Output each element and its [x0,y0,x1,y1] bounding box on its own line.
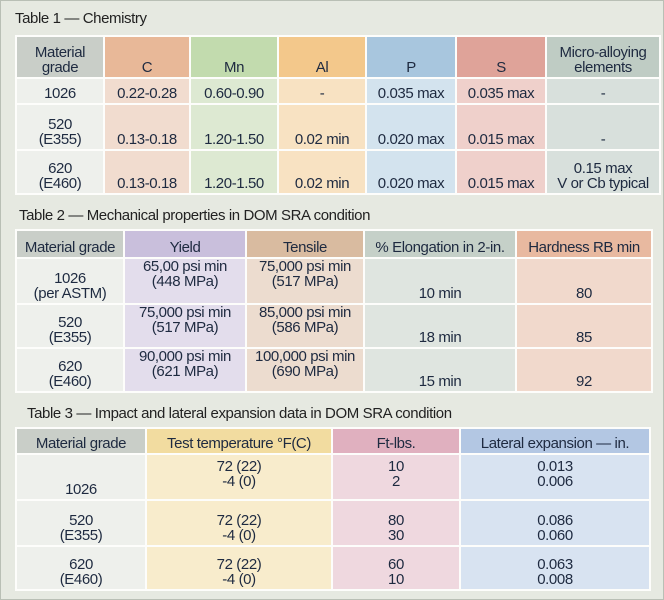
cell: 0.015 max [457,151,545,193]
table: Material grade Yield Tensile% Elongation i… [15,229,653,393]
header-cell: Micro-alloying elements [547,37,659,77]
cell: - [547,105,659,149]
header-cell: P [367,37,455,77]
table-body: 1026 72 (22) -4 (0) 10 2 0.013 0.006 520 (E3… [17,455,649,589]
cell: 0.15 max V or Cb typical [547,151,659,193]
table-head: Material grade Test temperature °F(C) Ft-l… [17,429,649,453]
header-cell: Yield [125,231,245,257]
cell: 80 [517,259,651,303]
table-body: 1026 0.22-0.28 0.60-0.90-0.035 max 0.035 ma… [17,79,659,193]
header-cell: Ft-lbs. [333,429,459,453]
cell: 0.13-0.18 [105,105,189,149]
cell: 90,000 psi min (621 MPa) [125,349,245,391]
cell: 1.20-1.50 [191,151,277,193]
table-head: Material grade Yield Tensile% Elongation i… [17,231,651,257]
header-cell: % Elongation in 2-in. [365,231,515,257]
cell: 92 [517,349,651,391]
table-row: 1026 (per ASTM) 65,00 psi min (448 MPa) 75… [17,259,651,303]
header-cell: Hardness RB min [517,231,651,257]
table-head: Material grade C Mn Al P S Micro-alloying elem… [17,37,659,77]
cell: 0.035 max [367,79,455,103]
table-title: Table 2 — Mechanical properties in DOM S… [19,207,371,224]
cell: 520 (E355) [17,305,123,347]
table-row: 620 (E460) 72 (22) -4 (0) 60 10 0.063 0.008 [17,547,649,589]
cell: 100,000 psi min (690 MPa) [247,349,363,391]
header-cell: Material grade [17,429,145,453]
table-title: Table 3 — Impact and lateral expansion d… [27,405,452,422]
cell: 72 (22) -4 (0) [147,547,331,589]
cell: 75,000 psi min (517 MPa) [125,305,245,347]
header-cell: Lateral expansion — in. [461,429,649,453]
table-row: 620 (E460) 90,000 psi min (621 MPa) 100,00… [17,349,651,391]
table-row: Material grade Test temperature °F(C) Ft-l… [17,429,649,453]
cell: 1026 (per ASTM) [17,259,123,303]
header-cell: Material grade [17,37,103,77]
cell: 1.20-1.50 [191,105,277,149]
table-body: 1026 (per ASTM) 65,00 psi min (448 MPa) 75… [17,259,651,391]
cell: 0.020 max [367,151,455,193]
table-title: Table 1 — Chemistry [15,10,147,27]
cell: 0.086 0.060 [461,501,649,545]
cell: 10 min [365,259,515,303]
cell: 80 30 [333,501,459,545]
table-row: Material grade Yield Tensile% Elongation i… [17,231,651,257]
header-cell: Tensile [247,231,363,257]
cell: 18 min [365,305,515,347]
cell: 15 min [365,349,515,391]
table-row: 520 (E355) 72 (22) -4 (0) 80 30 0.086 0.060 [17,501,649,545]
cell: 620 (E460) [17,151,103,193]
cell: 65,00 psi min (448 MPa) [125,259,245,303]
header-cell: Al [279,37,365,77]
cell: 85,000 psi min (586 MPa) [247,305,363,347]
cell: 72 (22) -4 (0) [147,455,331,499]
cell: 60 10 [333,547,459,589]
cell: 620 (E460) [17,349,123,391]
cell: 1026 [17,455,145,499]
header-cell: Material grade [17,231,123,257]
table: Material grade Test temperature °F(C) Ft-l… [15,427,651,591]
cell: 1026 [17,79,103,103]
cell: 0.02 min [279,105,365,149]
table-row: Material grade C Mn Al P S Micro-alloying elem… [17,37,659,77]
cell: - [279,79,365,103]
cell: 0.020 max [367,105,455,149]
cell: 72 (22) -4 (0) [147,501,331,545]
cell: 0.13-0.18 [105,151,189,193]
cell: 0.063 0.008 [461,547,649,589]
cell: 520 (E355) [17,501,145,545]
header-cell: S [457,37,545,77]
table-row: 1026 72 (22) -4 (0) 10 2 0.013 0.006 [17,455,649,499]
cell: 520 (E355) [17,105,103,149]
cell: 0.02 min [279,151,365,193]
header-cell: Test temperature °F(C) [147,429,331,453]
header-cell: Mn [191,37,277,77]
cell: - [547,79,659,103]
cell: 620 (E460) [17,547,145,589]
cell: 0.60-0.90 [191,79,277,103]
table: Material grade C Mn Al P S Micro-alloying elem… [15,35,661,195]
cell: 75,000 psi min (517 MPa) [247,259,363,303]
cell: 0.22-0.28 [105,79,189,103]
table-row: 520 (E355) 75,000 psi min (517 MPa) 85,000… [17,305,651,347]
cell: 0.013 0.006 [461,455,649,499]
table-row: 620 (E460) 0.13-0.18 1.20-1.50 0.02 min 0.02… [17,151,659,193]
cell: 85 [517,305,651,347]
cell: 0.015 max [457,105,545,149]
cell: 0.035 max [457,79,545,103]
table-row: 1026 0.22-0.28 0.60-0.90-0.035 max 0.035 ma… [17,79,659,103]
cell: 10 2 [333,455,459,499]
table-row: 520 (E355) 0.13-0.18 1.20-1.50 0.02 min 0.02… [17,105,659,149]
header-cell: C [105,37,189,77]
